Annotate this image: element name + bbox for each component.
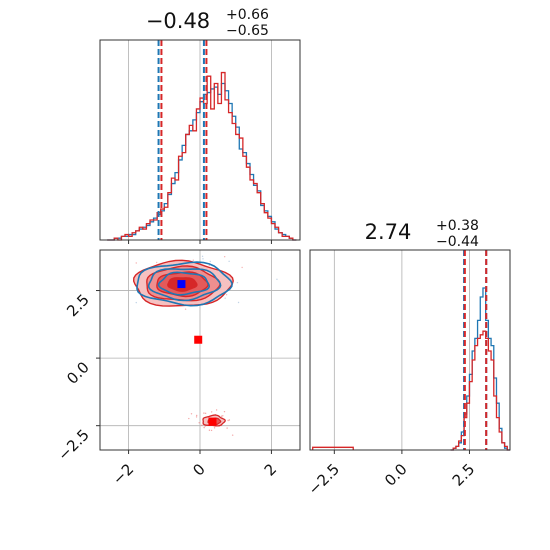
joint-sample-point: [202, 258, 204, 260]
param2-gridlines: [333, 250, 470, 450]
joint-sample-point: [210, 411, 213, 413]
param2-title-main: 2.74: [365, 220, 412, 244]
joint-sample-point: [223, 256, 226, 258]
joint-sample-point: [226, 427, 228, 429]
joint-sample-point: [131, 247, 132, 248]
joint-sample-point: [209, 260, 211, 263]
joint-sample-point: [201, 255, 204, 258]
param2-xticklabel-2: 2.5: [449, 460, 479, 490]
joint-ticks: [96, 290, 272, 454]
joint-sample-point: [220, 415, 223, 417]
param1-histograms: [107, 71, 297, 241]
joint-sample-point: [135, 301, 137, 304]
joint-sample-point: [135, 262, 137, 264]
joint-contour-blue-0: [136, 261, 233, 307]
joint-sample-point: [237, 301, 240, 304]
param1-ticks: [128, 240, 272, 244]
joint-sample-point: [204, 425, 206, 427]
joint-contour-blue-2: [157, 271, 211, 296]
param2-quantile-lines: [463, 250, 488, 450]
param2-xticklabel-1: 0.0: [381, 460, 411, 490]
joint-sample-point: [184, 308, 187, 310]
joint-xticklabel-0: −2: [109, 460, 137, 488]
param1-quantile-lines: [157, 40, 208, 240]
param2-title-minus: −0.44: [436, 234, 479, 250]
joint-yticklabel-2: 2.5: [63, 291, 93, 321]
joint-sample-point: [215, 409, 218, 411]
joint-sample-point: [204, 412, 207, 415]
param1-hist-red: [107, 71, 297, 241]
param2-histograms: [312, 287, 510, 451]
joint-sample-point: [190, 413, 193, 415]
joint-sample-point: [192, 259, 194, 261]
joint-sample-point: [203, 426, 205, 429]
joint-sample-point: [227, 419, 229, 422]
joint-sample-point: [225, 294, 228, 296]
param2-xticklabel-0: −2.5: [305, 460, 343, 498]
param2-hist-red: [450, 330, 510, 451]
joint-sample-point: [224, 297, 226, 299]
joint-sample-point: [241, 266, 243, 269]
joint-contour-red-0: [132, 259, 234, 307]
param1-title-minus: −0.65: [226, 23, 269, 39]
joint-sample-point: [195, 414, 198, 417]
joint-contour-red-2: [156, 271, 209, 298]
joint-marker-blue: [177, 280, 186, 289]
param2-title-plus: +0.38: [436, 218, 479, 234]
joint-sample-point: [201, 424, 203, 427]
joint-sample-point: [223, 410, 226, 413]
joint-yticklabel-0: −2.5: [54, 426, 92, 464]
joint-contours-and-points: [131, 243, 278, 436]
joint-marker-red-0: [194, 335, 203, 344]
param1-title-plus: +0.66: [226, 7, 269, 23]
joint-sample-point: [169, 243, 170, 244]
param1-gridlines: [128, 40, 272, 240]
joint-sample-point: [188, 417, 190, 420]
joint-sample-point: [231, 434, 234, 436]
joint-sample-point: [203, 412, 205, 414]
joint-2d-panel: [96, 243, 301, 454]
joint-sample-point: [198, 422, 200, 424]
param2-ticks: [333, 450, 470, 454]
joint-sample-point: [213, 427, 216, 429]
param1-title-main: −0.48: [146, 9, 210, 33]
joint-sample-point: [210, 429, 213, 432]
joint-sample-point: [222, 415, 224, 417]
param2-title: 2.74: [365, 220, 412, 244]
joint-sample-point: [208, 429, 211, 431]
param2-axes-frame: [309, 249, 511, 451]
joint-sample-point: [236, 281, 239, 284]
joint-xticklabel-1: 0: [189, 460, 208, 479]
joint-contour-red-3: [167, 277, 198, 292]
param2-hist-blue: [450, 287, 510, 451]
joint-contour-blue-1: [147, 268, 222, 302]
joint-sample-point: [208, 264, 211, 267]
joint-yticklabel-1: 0.0: [63, 358, 93, 388]
joint-sample-point: [276, 278, 278, 280]
param1-histogram-panel: [99, 39, 301, 244]
joint-sample-point: [195, 416, 198, 418]
joint-sample-point: [228, 419, 231, 421]
joint-sample-point: [228, 260, 230, 263]
param2-hist-red-tail: [312, 446, 354, 450]
joint-xticklabel-2: 2: [261, 460, 280, 479]
param1-title: −0.48: [146, 9, 210, 33]
param2-histogram-panel: [309, 249, 511, 454]
joint-marker-red-1: [208, 417, 217, 426]
joint-sample-point: [156, 261, 158, 264]
